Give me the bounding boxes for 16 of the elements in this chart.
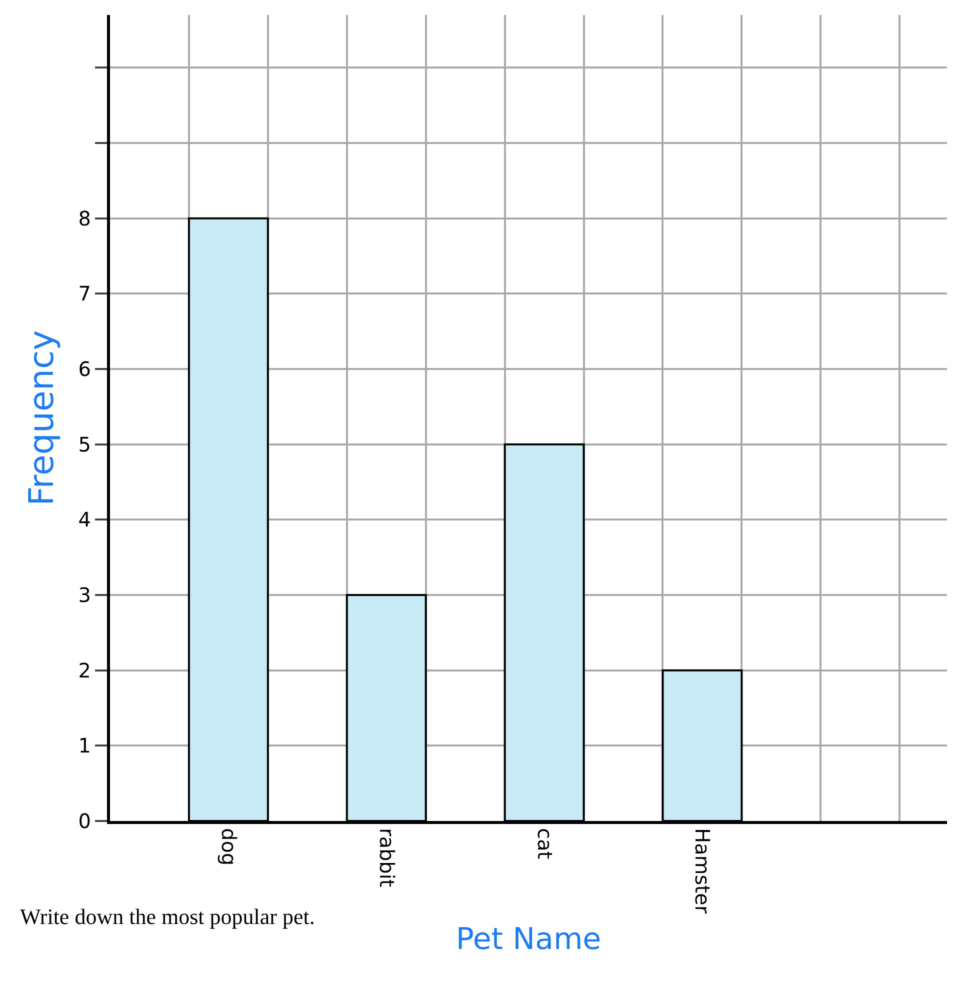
x-tick-label: rabbit (374, 828, 399, 888)
y-tick-label: 6 (78, 357, 91, 382)
text: Write down the most popular pet. (20, 904, 315, 929)
y-tick-label: 0 (78, 809, 91, 833)
y-tick-label: 1 (78, 734, 91, 758)
x-tick-label: cat (532, 828, 557, 860)
y-axis-title: Frequency (22, 330, 62, 506)
y-tick-label: 4 (78, 508, 91, 532)
x-tick-label: Hamster (690, 828, 715, 914)
y-tick-label: 2 (78, 658, 91, 682)
y-tick-label: 5 (78, 432, 91, 456)
y-tick-label: 7 (78, 282, 91, 306)
y-tick-label: 3 (78, 583, 91, 608)
x-tick-label: dog (216, 828, 241, 866)
y-tick-label: 8 (78, 206, 91, 230)
x-axis-title: Pet Name (456, 922, 602, 957)
